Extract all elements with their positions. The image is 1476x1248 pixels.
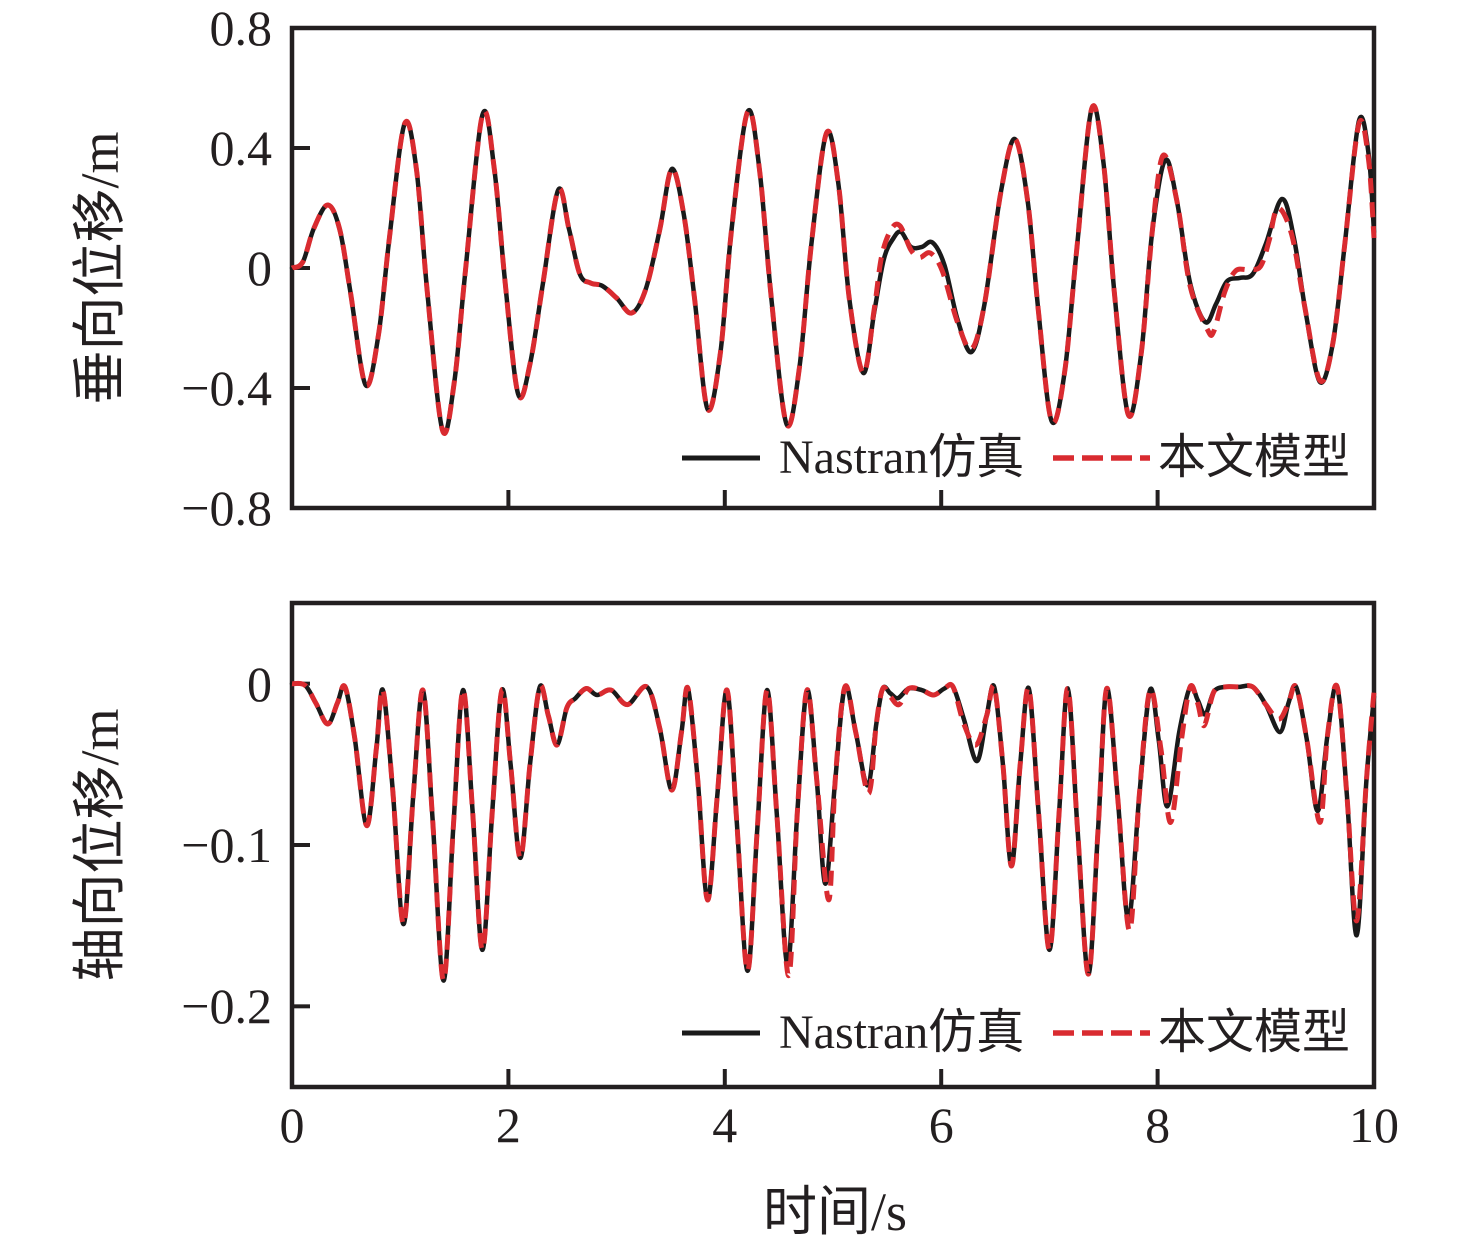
top-chart-y-axis-label: 垂向位移/m	[70, 131, 130, 405]
chart-panel-0	[289, 25, 1377, 511]
x-axis-label: 时间/s	[762, 1182, 908, 1242]
y-tick-label: 0.4	[209, 120, 273, 176]
x-tick-label: 2	[495, 1097, 521, 1153]
y-tick-label: −0.8	[181, 480, 272, 536]
x-tick-label: 8	[1145, 1097, 1171, 1153]
series-curve-model	[291, 680, 1377, 984]
top-legend-label-model: 本文模型	[1158, 431, 1351, 484]
top-legend-label-nastran: Nastran仿真	[779, 431, 1025, 484]
y-tick-label: 0	[247, 655, 272, 712]
bottom-legend-label-model: 本文模型	[1158, 1006, 1351, 1059]
bottom-legend-label-nastran: Nastran仿真	[779, 1006, 1025, 1059]
x-tick-label: 6	[928, 1097, 954, 1153]
x-tick-label: 0	[279, 1097, 305, 1153]
plot-border	[289, 600, 1377, 1090]
y-tick-label: 0	[247, 240, 272, 296]
x-tick-label: 4	[712, 1097, 738, 1153]
y-tick-label: −0.1	[181, 817, 272, 873]
series-curve-model	[290, 103, 1377, 436]
y-tick-label: −0.2	[181, 978, 272, 1035]
y-tick-label: −0.4	[181, 360, 272, 416]
chart-panel-1	[289, 600, 1377, 1090]
bottom-chart-y-axis-label: 轴向位移/m	[70, 708, 130, 982]
y-tick-label: 0.8	[209, 0, 273, 56]
x-tick-label: 10	[1349, 1097, 1399, 1153]
